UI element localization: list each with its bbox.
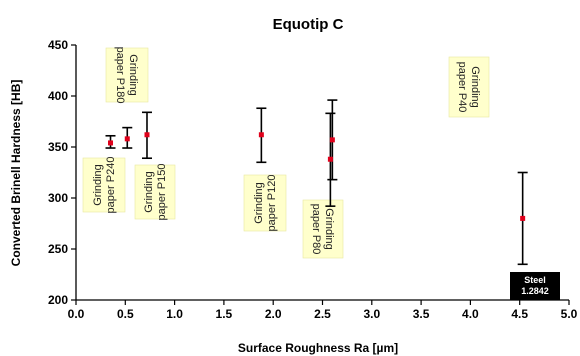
- annotation-bg: [105, 47, 149, 103]
- x-tick-label: 5.0: [561, 307, 578, 321]
- y-tick-label: 250: [48, 242, 68, 256]
- data-point: [329, 137, 335, 143]
- annotation-label: paper P150: [156, 164, 168, 221]
- chart-title: Equotip C: [273, 16, 344, 33]
- annotation-box: Grinding paper P120: [243, 174, 287, 232]
- annotation-label: paper P40: [456, 62, 468, 113]
- x-tick-label: 4.0: [462, 307, 479, 321]
- x-tick-label: 1.5: [216, 307, 233, 321]
- steel-badge-label: 1.2842: [521, 286, 549, 296]
- data-point: [327, 156, 333, 162]
- axes: 200 250 300 350 400 450 0.0 0.5 1.0 1.5 2.0 2.5 3.0 3…: [48, 38, 578, 321]
- x-tick-label: 2.5: [314, 307, 331, 321]
- annotation-text-group: Grinding paper P120: [253, 175, 278, 232]
- data-point: [520, 215, 526, 221]
- x-tick-label: 2.0: [265, 307, 282, 321]
- x-tick-label: 0.0: [68, 307, 85, 321]
- y-tick-label: 300: [48, 191, 68, 205]
- data-markers: [108, 132, 526, 221]
- annotation-box: Grinding paper P150: [134, 164, 176, 221]
- y-tick-label: 450: [48, 38, 68, 52]
- x-tick-label: 3.0: [363, 307, 380, 321]
- annotation-bg: [82, 157, 126, 213]
- data-point: [108, 140, 114, 146]
- annotation-label: paper P80: [310, 204, 322, 255]
- data-point: [258, 132, 264, 138]
- annotation-bg: [243, 174, 287, 232]
- x-tick-label: 4.5: [511, 307, 528, 321]
- x-axis-title: Surface Roughness Ra [µm]: [238, 341, 398, 355]
- annotation-label: paper P120: [266, 175, 278, 232]
- annotation-bg: [134, 164, 176, 220]
- data-point: [144, 132, 150, 138]
- y-tick-label: 350: [48, 140, 68, 154]
- y-axis-title: Converted Brinell Hardness [HB]: [9, 80, 23, 267]
- annotation-label: Grinding: [469, 66, 481, 108]
- y-tick-label: 200: [48, 293, 68, 307]
- annotation-label: paper P180: [114, 47, 126, 104]
- annotation-text-group: Grinding paper P240: [92, 157, 117, 214]
- x-tick-label: 3.5: [413, 307, 430, 321]
- annotation-label: Grinding: [323, 208, 335, 250]
- steel-badge-label: Steel: [524, 275, 546, 285]
- annotation-bg: [302, 199, 344, 259]
- x-tick-label: 0.5: [117, 307, 134, 321]
- annotation-text-group: Grinding paper P150: [143, 164, 168, 221]
- annotation-label: Grinding: [143, 171, 155, 213]
- x-tick-label: 1.0: [166, 307, 183, 321]
- annotation-bg: [448, 56, 490, 118]
- annotation-label: Grinding: [253, 182, 265, 224]
- annotation-label: Grinding: [92, 164, 104, 206]
- steel-badge-bg: [510, 272, 560, 300]
- annotation-box: Grinding paper P240: [82, 157, 126, 214]
- y-tick-label: 400: [48, 89, 68, 103]
- annotation-label: paper P240: [105, 157, 117, 214]
- data-point: [124, 136, 130, 142]
- annotation-label: Grinding: [127, 54, 139, 96]
